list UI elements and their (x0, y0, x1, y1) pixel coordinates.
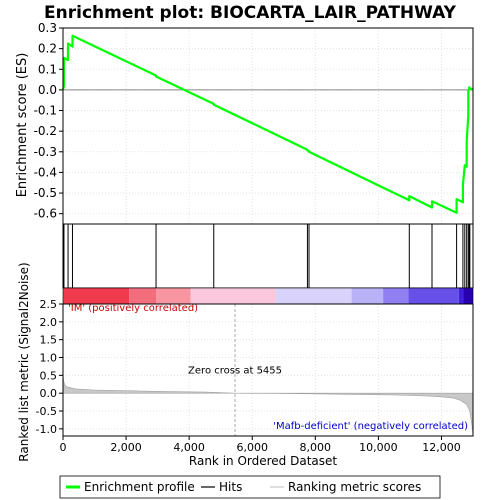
colorbar-segment (383, 288, 409, 304)
metric-area (62, 373, 474, 435)
chart-title: Enrichment plot: BIOCARTA_LAIR_PATHWAY (44, 3, 457, 23)
x-tick-label: 12,000 (422, 441, 461, 454)
metric-y-tick-label: 2.0 (40, 316, 58, 329)
metric-y-tick-label: 1.5 (40, 334, 58, 347)
colorbar-segment (190, 288, 276, 304)
legend-label: Ranking metric scores (288, 480, 421, 494)
x-tick-label: 4,000 (173, 441, 205, 454)
es-profile-line (61, 34, 473, 214)
x-tick-label: 6,000 (236, 441, 268, 454)
x-tick-label: 10,000 (359, 441, 398, 454)
legend: Enrichment profile Hits Ranking metric sco… (59, 475, 441, 499)
es-y-tick-label: -0.2 (34, 124, 57, 138)
metric-y-tick-label: 1.0 (40, 352, 58, 365)
legend-box (59, 475, 441, 499)
negative-correlation-label: 'Mafb-deficient' (negatively correlated) (273, 421, 468, 432)
metric-y-axis-label: Ranked list metric (Signal2Noise) (17, 262, 31, 461)
es-y-tick-label: -0.5 (34, 186, 57, 200)
metric-plot-border (62, 303, 474, 437)
metric-y-tick-label: 0.0 (40, 387, 58, 400)
es-y-tick-label: 0.3 (38, 21, 57, 35)
ranked-metric-panel: 2.5 2.0 1.5 1.0 0.5 0.0 -0.5 -1.00 2,000 4,000 6,0… (36, 298, 474, 454)
es-y-tick-label: -0.1 (34, 104, 57, 118)
legend-label: Hits (219, 480, 242, 494)
colorbar-segment (156, 288, 191, 304)
legend-label: Enrichment profile (84, 480, 195, 494)
es-y-axis-label: Enrichment score (ES) (15, 53, 30, 198)
zero-cross-label: Zero cross at 5455 (188, 366, 282, 377)
colorbar-segment (458, 288, 464, 304)
colorbar-segment (275, 288, 352, 304)
es-y-tick-label: 0.1 (38, 62, 57, 76)
colorbar-segment (408, 288, 459, 304)
es-y-tick-label: 0.2 (38, 42, 57, 56)
hits-panel (62, 223, 474, 289)
colorbar-segment (351, 288, 384, 304)
es-y-tick-label: -0.4 (34, 165, 57, 179)
colorbar-segment (463, 288, 473, 304)
metric-plot-area (63, 304, 473, 436)
colorbar-segment (129, 288, 157, 304)
metric-y-tick-label: 0.5 (40, 369, 58, 382)
es-plot-area (63, 28, 473, 224)
positive-correlation-label: 'IM' (positively correlated) (68, 303, 198, 314)
colorbar-segment (63, 288, 130, 304)
enrichment-panel: 0.3 0.2 0.1 0.0 -0.1 -0.2 -0.3 -0.4 -0.5 -0.6 (34, 21, 474, 225)
hits-plot-area (62, 223, 474, 289)
es-y-tick-label: -0.6 (34, 207, 57, 221)
x-tick-label: 2,000 (110, 441, 142, 454)
x-tick-label: 8,000 (300, 441, 332, 454)
x-axis-label: Rank in Ordered Dataset (189, 454, 337, 468)
metric-y-tick-label: -0.5 (36, 405, 57, 418)
ranked-colorbar (62, 287, 474, 305)
es-y-tick-label: 0.0 (38, 83, 57, 97)
metric-y-tick-label: 2.5 (40, 298, 58, 311)
es-y-tick-label: -0.3 (34, 145, 57, 159)
x-tick-label: 0 (60, 441, 67, 454)
metric-y-tick-label: -1.0 (36, 423, 57, 436)
